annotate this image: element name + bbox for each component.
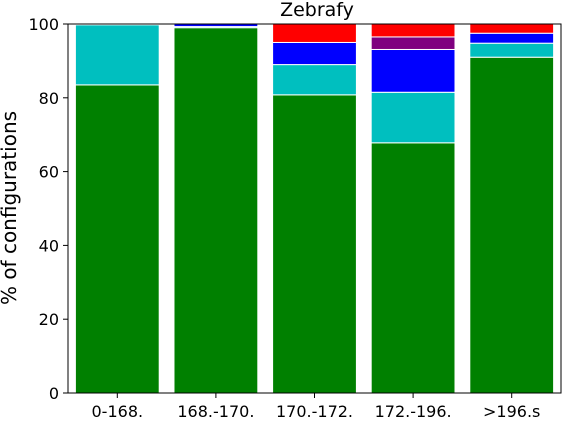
- bar-segment: [370, 23, 456, 38]
- bar-segment: [370, 142, 456, 394]
- bar-segment: [272, 41, 357, 66]
- x-tick-label: 170.-172.: [276, 402, 353, 421]
- bar-segment: [173, 27, 259, 394]
- chart-title: Zebrafy: [280, 0, 354, 21]
- bar-segment: [370, 36, 456, 50]
- x-ticks: 0-168. 168.-170. 170.-172. 172.-196. >196.s: [92, 393, 540, 421]
- bar-segment: [469, 32, 555, 44]
- y-tick-label: 40: [39, 236, 59, 255]
- x-tick-label: 0-168.: [92, 402, 144, 421]
- bar-segment: [74, 84, 160, 394]
- bar-segment: [272, 64, 357, 96]
- y-tick-label: 20: [39, 310, 59, 329]
- y-tick-label: 60: [39, 163, 59, 182]
- y-tick-label: 80: [39, 89, 59, 108]
- y-ticks: 0 20 40 60 80 100: [28, 15, 68, 403]
- bar-segment: [469, 56, 555, 394]
- bar-segment: [74, 24, 160, 86]
- x-tick-label: >196.s: [483, 402, 540, 421]
- bar-segment: [272, 23, 357, 43]
- bar-segment: [469, 42, 555, 58]
- bars-layer: [74, 23, 555, 394]
- bar-segment: [370, 91, 456, 144]
- y-tick-label: 100: [28, 15, 59, 34]
- y-tick-label: 0: [49, 384, 59, 403]
- bar-segment: [370, 48, 456, 93]
- x-tick-label: 168.-170.: [177, 402, 254, 421]
- bar-segment: [272, 94, 357, 394]
- bar-segment: [469, 23, 555, 34]
- y-axis-label: % of configurations: [0, 111, 21, 305]
- x-tick-label: 172.-196.: [375, 402, 452, 421]
